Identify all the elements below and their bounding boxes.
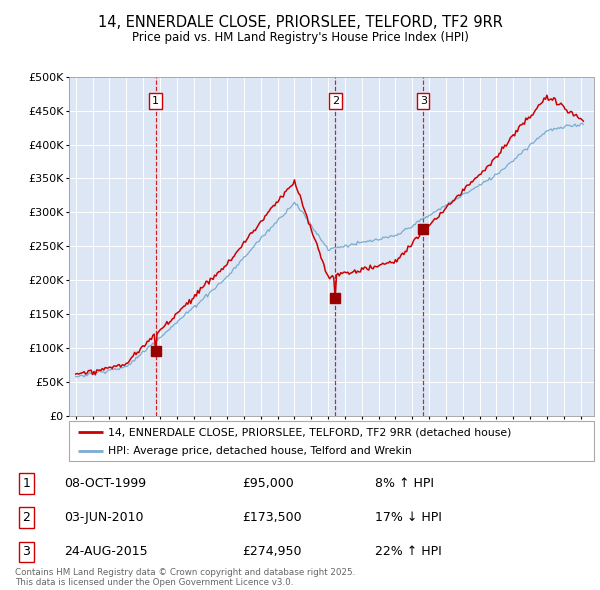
Text: 22% ↑ HPI: 22% ↑ HPI <box>375 545 442 558</box>
Text: 1: 1 <box>22 477 31 490</box>
Text: 3: 3 <box>420 96 427 106</box>
Text: HPI: Average price, detached house, Telford and Wrekin: HPI: Average price, detached house, Telf… <box>109 447 412 456</box>
Text: £95,000: £95,000 <box>242 477 294 490</box>
Text: Price paid vs. HM Land Registry's House Price Index (HPI): Price paid vs. HM Land Registry's House … <box>131 31 469 44</box>
Text: 17% ↓ HPI: 17% ↓ HPI <box>375 511 442 525</box>
Text: 03-JUN-2010: 03-JUN-2010 <box>64 511 143 525</box>
Text: 2: 2 <box>22 511 31 525</box>
Text: 08-OCT-1999: 08-OCT-1999 <box>64 477 146 490</box>
Text: 14, ENNERDALE CLOSE, PRIORSLEE, TELFORD, TF2 9RR: 14, ENNERDALE CLOSE, PRIORSLEE, TELFORD,… <box>98 15 502 30</box>
Text: 2: 2 <box>332 96 339 106</box>
Text: Contains HM Land Registry data © Crown copyright and database right 2025.
This d: Contains HM Land Registry data © Crown c… <box>15 568 355 587</box>
Text: 24-AUG-2015: 24-AUG-2015 <box>64 545 148 558</box>
Text: £173,500: £173,500 <box>242 511 302 525</box>
Text: £274,950: £274,950 <box>242 545 302 558</box>
Text: 1: 1 <box>152 96 159 106</box>
Text: 3: 3 <box>22 545 31 558</box>
Text: 14, ENNERDALE CLOSE, PRIORSLEE, TELFORD, TF2 9RR (detached house): 14, ENNERDALE CLOSE, PRIORSLEE, TELFORD,… <box>109 428 512 438</box>
Text: 8% ↑ HPI: 8% ↑ HPI <box>375 477 434 490</box>
